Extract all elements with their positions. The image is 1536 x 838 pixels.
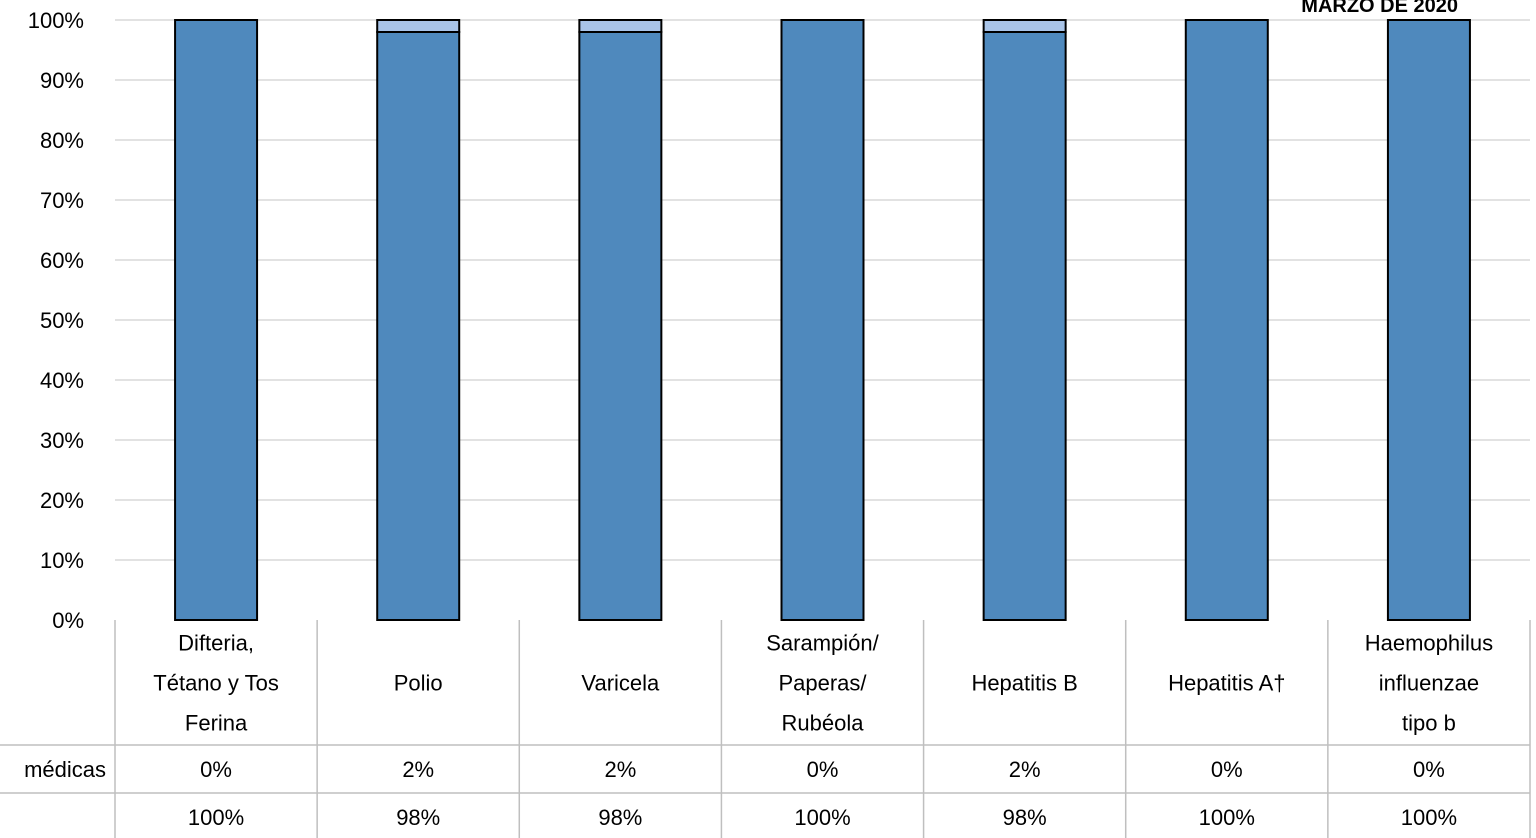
category-label: Tétano y Tos <box>153 671 279 696</box>
category-label: Difteria, <box>178 631 254 656</box>
bar-segment-series-1 <box>376 19 461 33</box>
bar-segment-series-1 <box>578 19 663 33</box>
bar-segment-series-0 <box>174 19 259 621</box>
category-label: tipo b <box>1402 711 1456 736</box>
y-tick-label: 30% <box>40 428 84 453</box>
table-cell: 100% <box>1199 805 1255 830</box>
y-tick-label: 90% <box>40 68 84 93</box>
category-label: influenzae <box>1379 671 1479 696</box>
y-tick-label: 40% <box>40 368 84 393</box>
table-cell: 0% <box>1413 757 1445 782</box>
y-tick-label: 10% <box>40 548 84 573</box>
category-label: Rubéola <box>782 711 865 736</box>
category-label: Ferina <box>185 711 248 736</box>
chart-title: MARZO DE 2020 <box>1301 0 1458 17</box>
table-cell: 98% <box>1003 805 1047 830</box>
table-cell: 100% <box>1401 805 1457 830</box>
y-tick-label: 100% <box>28 8 84 33</box>
category-label: Sarampión/ <box>766 631 879 656</box>
bar-segment-series-0 <box>982 31 1067 621</box>
y-tick-label: 80% <box>40 128 84 153</box>
table-cell: 2% <box>1009 757 1041 782</box>
table-row-label: médicas <box>24 757 106 782</box>
y-tick-label: 50% <box>40 308 84 333</box>
table-cell: 98% <box>598 805 642 830</box>
y-tick-label: 60% <box>40 248 84 273</box>
y-tick-label: 0% <box>52 608 84 633</box>
bar-segment-series-0 <box>376 31 461 621</box>
bar-segment-series-1 <box>982 19 1067 33</box>
y-tick-label: 20% <box>40 488 84 513</box>
category-label: Polio <box>394 671 443 696</box>
bar-segment-series-0 <box>780 19 865 621</box>
table-cell: 0% <box>1211 757 1243 782</box>
bar-segment-series-0 <box>1386 19 1471 621</box>
table-cell: 98% <box>396 805 440 830</box>
table-cell: 2% <box>604 757 636 782</box>
category-label: Paperas/ <box>778 671 867 696</box>
bar-segment-series-0 <box>578 31 663 621</box>
table-cell: 100% <box>188 805 244 830</box>
category-label: Haemophilus <box>1365 631 1493 656</box>
table-cell: 0% <box>807 757 839 782</box>
table-cell: 100% <box>794 805 850 830</box>
bar-segment-series-0 <box>1184 19 1269 621</box>
table-cell: 0% <box>200 757 232 782</box>
y-tick-label: 70% <box>40 188 84 213</box>
category-label: Varicela <box>581 671 660 696</box>
bars <box>174 19 1471 621</box>
category-label: Hepatitis B <box>971 671 1077 696</box>
y-axis: 0% 10% 20% 30% 40% 50% 60% 70% 80% 90% 100% <box>28 8 84 633</box>
data-table: Difteria, Tétano y Tos Ferina Polio Varicela… <box>0 620 1531 838</box>
category-label: Hepatitis A† <box>1168 671 1285 696</box>
table-cell: 2% <box>402 757 434 782</box>
